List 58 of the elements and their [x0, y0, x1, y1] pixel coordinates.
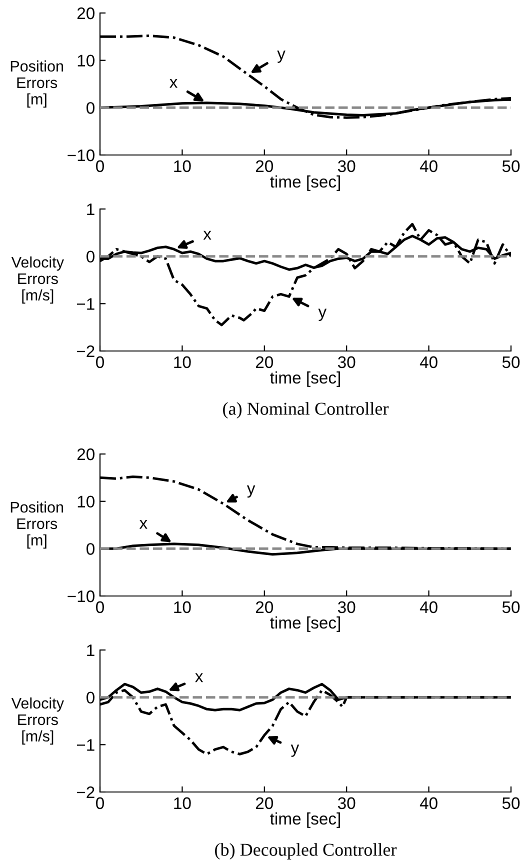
x-tick-label: 10: [174, 160, 191, 172]
x-axis-title: time [sec]: [270, 616, 340, 632]
y-tick-label: 1: [87, 204, 94, 216]
x-tick-label: 50: [502, 160, 520, 172]
annotation: x: [170, 78, 178, 88]
annotation: x: [203, 230, 212, 240]
x-tick-label: 50: [502, 356, 520, 368]
x-tick-label: 0: [96, 160, 104, 172]
text: (b) Decoupled Controller: [215, 843, 397, 860]
x-tick-label: 40: [420, 356, 438, 368]
text: (a) Nominal Controller: [223, 402, 389, 418]
x-tick-label: 20: [256, 356, 274, 368]
x-tick-label: 10: [174, 356, 191, 368]
y-tick-label: 1: [87, 644, 94, 656]
x-tick-label: 50: [502, 797, 520, 810]
x-tick-label: 30: [338, 356, 356, 368]
x-tick-label: 40: [420, 160, 438, 172]
annotation: x: [195, 673, 204, 682]
y-tick-label: 0: [86, 250, 94, 263]
x-tick-label: 20: [256, 160, 274, 172]
y-tick-label: 20: [77, 448, 94, 460]
x-tick-label: 50: [502, 601, 520, 614]
y-tick-label: −10: [68, 590, 94, 602]
x-tick-label: 30: [338, 601, 356, 614]
annotation: y: [318, 308, 327, 321]
annotation: y: [290, 744, 300, 757]
x-tick-label: 20: [256, 797, 274, 810]
x-tick-label: 10: [174, 601, 191, 614]
y-tick-label: 0: [86, 692, 94, 704]
x-tick-label: 0: [96, 356, 104, 368]
x-tick-label: 40: [420, 601, 438, 614]
y-tick-label: −2: [76, 786, 94, 798]
x-axis-title: time [sec]: [270, 371, 340, 387]
y-tick-label: −2: [76, 345, 94, 358]
y-tick-label: −1: [76, 298, 94, 310]
y-tick-label: 10: [78, 54, 94, 67]
y-tick-label: −1: [76, 739, 94, 751]
y-tick-label: 0: [86, 102, 94, 114]
annotation: x: [139, 520, 148, 529]
x-tick-label: 40: [420, 797, 438, 810]
x-tick-label: 30: [338, 797, 356, 810]
y-tick-label: 20: [77, 7, 94, 20]
y-axis-title: Position Errors [m]: [10, 501, 64, 549]
y-tick-label: 0: [86, 543, 94, 555]
x-tick-label: 30: [338, 160, 356, 172]
annotation: y: [277, 50, 286, 63]
annotation: y: [246, 485, 256, 498]
x-axis-title: time [sec]: [270, 175, 340, 191]
y-axis-title: Velocity Errors [m/s]: [11, 697, 64, 745]
x-tick-label: 10: [174, 797, 191, 810]
y-tick-label: −10: [68, 149, 94, 162]
x-tick-label: 0: [96, 601, 104, 614]
y-axis-title: Position Errors [m]: [10, 60, 64, 108]
y-tick-label: 10: [78, 496, 94, 508]
x-tick-label: 20: [256, 601, 274, 614]
x-axis-title: time [sec]: [270, 812, 340, 828]
x-tick-label: 0: [96, 797, 104, 810]
y-axis-title: Velocity Errors [m/s]: [11, 256, 64, 304]
